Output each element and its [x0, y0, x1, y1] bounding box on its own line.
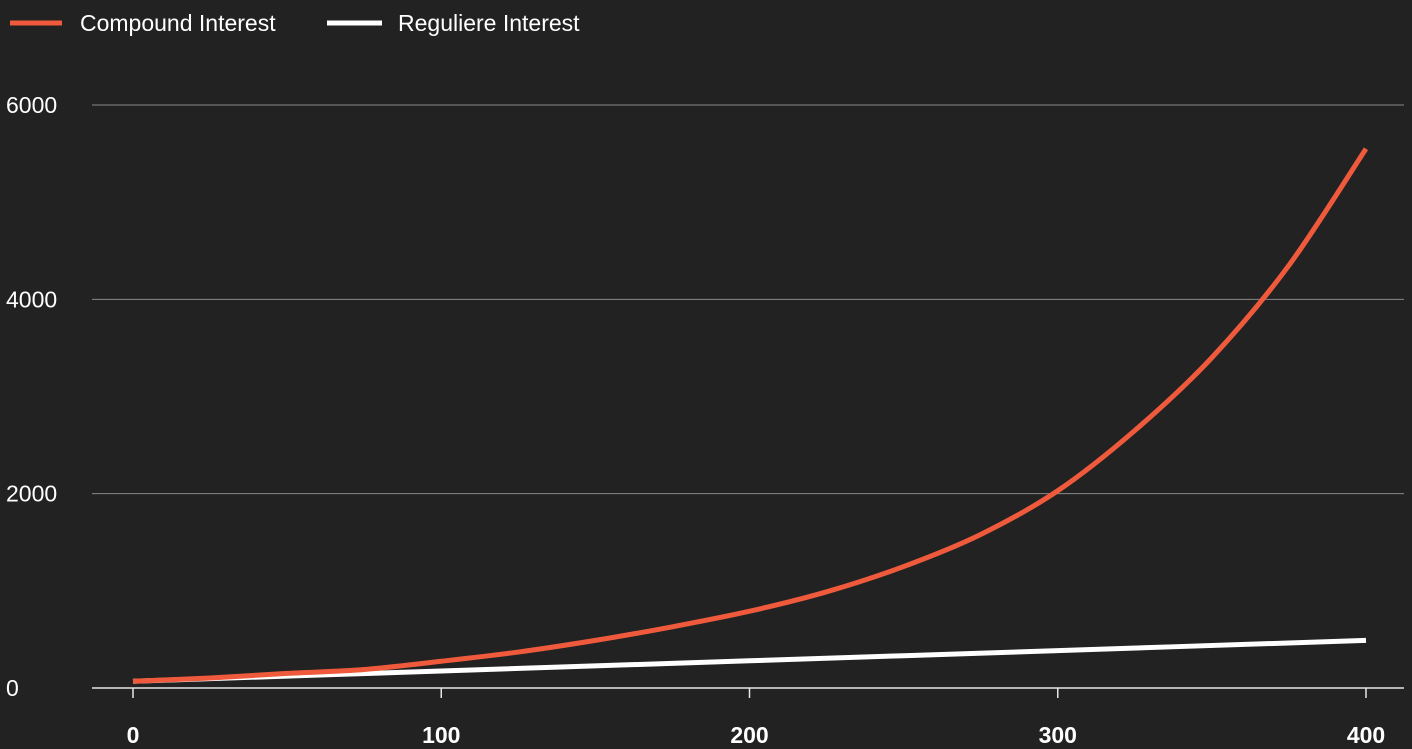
y-axis: 0 2000 4000 6000 [6, 92, 57, 701]
x-tick-label-0: 0 [127, 722, 140, 748]
series-line-reguliere-interest [132, 637, 1367, 684]
x-tick-label-200: 200 [730, 722, 768, 748]
legend-item-compound-interest: Compound Interest [10, 10, 276, 36]
legend: Compound Interest Reguliere Interest [10, 10, 580, 36]
x-tick-label-100: 100 [422, 722, 460, 748]
x-axis: 0 100 200 300 400 [92, 687, 1404, 748]
y-tick-label-4000: 4000 [6, 286, 57, 312]
x-tick-label-300: 300 [1039, 722, 1077, 748]
legend-label-compound-interest: Compound Interest [80, 10, 276, 36]
legend-label-reguliere-interest: Reguliere Interest [398, 10, 580, 36]
y-tick-label-0: 0 [6, 675, 19, 701]
gridlines [92, 104, 1404, 495]
y-tick-label-6000: 6000 [6, 92, 57, 118]
legend-item-reguliere-interest: Reguliere Interest [327, 10, 580, 36]
series-layer [132, 147, 1369, 684]
y-tick-label-2000: 2000 [6, 481, 57, 507]
series-line-compound-interest [132, 147, 1369, 684]
x-tick-label-400: 400 [1347, 722, 1385, 748]
